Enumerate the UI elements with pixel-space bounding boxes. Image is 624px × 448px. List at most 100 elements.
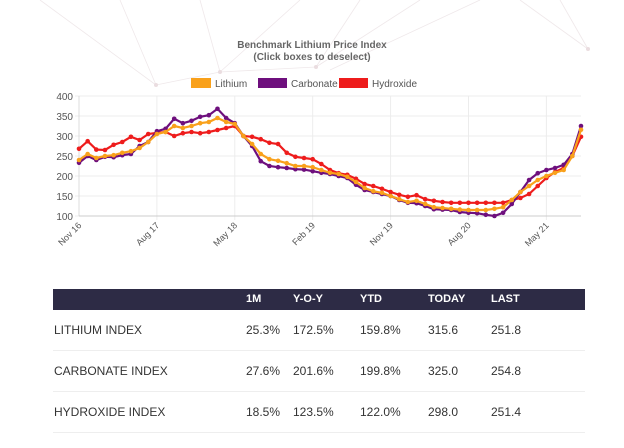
- data-point: [405, 194, 411, 200]
- data-point: [284, 150, 290, 156]
- data-point: [197, 114, 203, 120]
- data-point: [128, 134, 134, 140]
- legend-swatch: [191, 78, 211, 88]
- x-tick-label: May 21: [523, 220, 551, 248]
- data-point: [440, 205, 445, 211]
- data-point: [336, 171, 341, 177]
- data-point: [509, 197, 515, 203]
- data-point: [466, 207, 471, 213]
- chart-title: Benchmark Lithium Price Index: [237, 40, 387, 51]
- data-point: [249, 141, 255, 147]
- data-point: [544, 173, 549, 179]
- data-point: [379, 190, 385, 196]
- data-point: [189, 129, 194, 135]
- data-point: [137, 145, 142, 151]
- data-point: [405, 199, 411, 205]
- row-label: HYDROXIDE INDEX: [54, 405, 166, 419]
- data-point: [171, 116, 177, 122]
- data-point: [197, 120, 203, 126]
- price-table: 1M Y-O-Y YTD TODAY LAST LITHIUM INDEX 25.…: [53, 289, 585, 433]
- data-point: [119, 150, 125, 156]
- table-cell: 254.8: [491, 364, 522, 378]
- data-point: [483, 212, 489, 218]
- data-point: [275, 141, 281, 147]
- data-point: [310, 168, 315, 174]
- data-point: [275, 158, 281, 164]
- header-yoy: Y-O-Y: [293, 293, 323, 305]
- header-ytd: YTD: [360, 293, 382, 305]
- data-point: [154, 131, 160, 137]
- table-cell: 123.5%: [293, 405, 334, 419]
- data-point: [509, 201, 515, 207]
- data-point: [362, 185, 367, 191]
- data-point: [85, 138, 90, 144]
- data-point: [422, 196, 428, 202]
- header-today: TODAY: [428, 293, 466, 305]
- legend-item-carbonate[interactable]: Carbonate: [258, 78, 338, 90]
- legend-item-hydroxide[interactable]: Hydroxide: [339, 78, 417, 90]
- data-point: [111, 142, 116, 148]
- row-label: LITHIUM INDEX: [54, 323, 143, 337]
- header-last: LAST: [491, 293, 520, 305]
- data-point: [180, 120, 186, 126]
- table-cell: 122.0%: [360, 405, 401, 419]
- data-point: [258, 136, 264, 142]
- data-point: [518, 189, 523, 195]
- table-row: LITHIUM INDEX 25.3% 172.5% 159.8% 315.6 251.8: [53, 310, 585, 351]
- table-cell: 27.6%: [246, 364, 281, 378]
- legend-label: Lithium: [215, 79, 247, 90]
- legend-label: Hydroxide: [372, 79, 417, 90]
- table-cell: 298.0: [428, 405, 459, 419]
- data-point: [578, 123, 584, 129]
- data-point: [267, 140, 272, 146]
- table-cell: 315.6: [428, 323, 459, 337]
- data-point: [206, 119, 212, 125]
- chart-subtitle: (Click boxes to deselect): [253, 52, 371, 63]
- data-point: [500, 210, 506, 216]
- data-point: [163, 129, 168, 135]
- data-point: [379, 186, 385, 192]
- header-1m: 1M: [246, 293, 262, 305]
- data-point: [111, 152, 116, 158]
- data-point: [561, 162, 566, 168]
- data-point: [128, 148, 134, 154]
- data-point: [544, 167, 549, 173]
- data-point: [414, 198, 419, 204]
- table-row: HYDROXIDE INDEX 18.5% 123.5% 122.0% 298.0 251…: [53, 392, 585, 433]
- data-point: [76, 146, 82, 152]
- data-point: [535, 183, 541, 189]
- data-point: [396, 196, 402, 202]
- data-point: [500, 204, 506, 210]
- data-point: [474, 200, 480, 206]
- data-point: [223, 125, 229, 131]
- data-point: [388, 189, 393, 195]
- data-point: [457, 200, 463, 206]
- x-tick-label: Aug 17: [134, 220, 161, 247]
- legend-label: Carbonate: [291, 79, 338, 90]
- data-point: [197, 130, 203, 136]
- data-point: [258, 151, 264, 157]
- data-point: [466, 200, 471, 206]
- data-point: [171, 133, 177, 139]
- data-point: [492, 206, 497, 212]
- row-label: CARBONATE INDEX: [54, 364, 168, 378]
- table-cell: 159.8%: [360, 323, 401, 337]
- data-point: [457, 207, 463, 212]
- data-point: [215, 106, 220, 112]
- data-point: [189, 118, 194, 124]
- data-point: [310, 164, 315, 170]
- data-point: [171, 123, 177, 129]
- data-point: [137, 137, 142, 143]
- data-point: [370, 188, 376, 194]
- data-point: [85, 151, 90, 157]
- data-point: [206, 112, 212, 118]
- legend-swatch: [339, 78, 368, 88]
- data-point: [223, 115, 229, 121]
- legend-item-lithium[interactable]: Lithium: [191, 78, 247, 90]
- data-point: [180, 130, 186, 136]
- data-point: [552, 165, 558, 171]
- data-point: [293, 154, 298, 160]
- data-point: [319, 167, 324, 173]
- data-point: [396, 192, 402, 198]
- line-chart: 100 150 200 250 300 350 400 Nov 16 Aug 17 May 18 F…: [56, 78, 584, 248]
